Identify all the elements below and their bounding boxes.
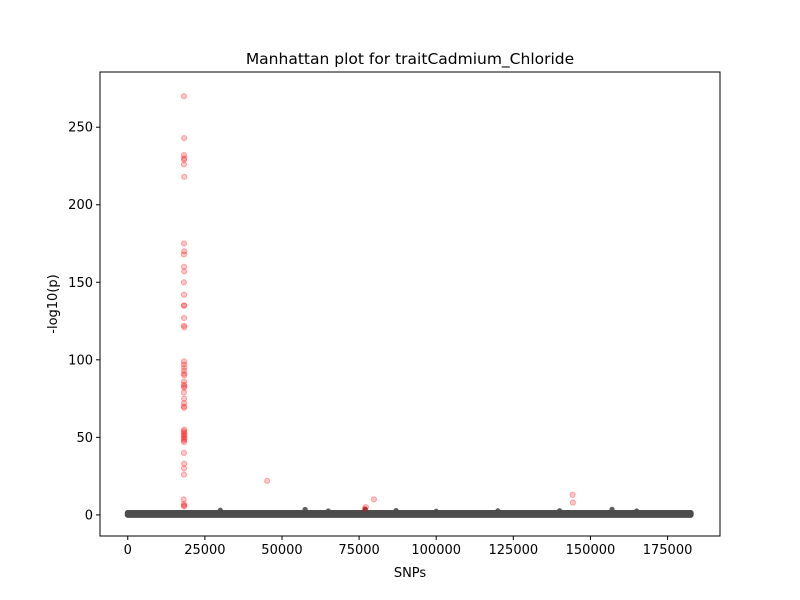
data-points	[125, 93, 694, 517]
snp-point-significant	[180, 156, 188, 163]
snp-point-significant	[264, 477, 271, 484]
snp-point-significant	[180, 438, 188, 446]
snp-point-significant	[180, 465, 188, 472]
chart-title: Manhattan plot for traitCadmium_Chloride	[246, 50, 574, 69]
snp-point-significant	[361, 505, 368, 512]
snp-point-nonsignificant	[325, 508, 331, 514]
x-tick-label: 175000	[643, 543, 693, 558]
snp-point-significant	[180, 291, 188, 298]
snp-point-significant	[181, 268, 188, 275]
snp-point-significant	[180, 500, 188, 508]
snp-point-significant	[180, 449, 188, 456]
snp-point-nonsignificant	[125, 509, 131, 516]
snp-point-significant	[180, 378, 188, 385]
x-tick-label: 25000	[184, 543, 225, 558]
snp-point-significant	[181, 383, 188, 390]
snp-point-significant	[180, 381, 188, 388]
snp-point-nonsignificant	[362, 506, 368, 513]
y-tick-label: 100	[68, 353, 93, 368]
snp-point-significant	[181, 302, 188, 309]
snp-point-significant	[180, 161, 188, 168]
plot-frame	[99, 71, 721, 537]
snp-point-nonsignificant	[609, 506, 615, 512]
x-tick-label: 125000	[489, 543, 539, 558]
snp-point-significant	[181, 435, 188, 443]
y-axis-label: -log10(p)	[46, 274, 61, 333]
snp-point-significant	[180, 370, 188, 377]
snp-point-significant	[569, 499, 576, 506]
snp-point-significant	[180, 428, 188, 435]
snp-point-significant	[180, 429, 188, 436]
snp-point-significant	[181, 460, 188, 467]
snp-point-significant	[180, 471, 188, 478]
snp-point-significant	[370, 496, 378, 503]
snp-point-significant	[180, 503, 188, 510]
x-tick-label: 50000	[261, 543, 302, 558]
y-tick-label: 50	[76, 431, 93, 446]
y-tick-label: 250	[68, 121, 93, 136]
snp-point-significant	[181, 248, 188, 255]
snp-point-significant	[181, 426, 188, 433]
snp-point-nonsignificant	[688, 509, 694, 516]
snp-point-nonsignificant	[302, 506, 308, 513]
snp-point-nonsignificant	[495, 508, 501, 514]
snp-point-significant	[181, 431, 188, 438]
snp-point-significant	[180, 437, 188, 444]
snp-point-significant	[180, 358, 188, 365]
snp-point-significant	[181, 372, 188, 379]
snp-point-significant	[362, 504, 369, 511]
snp-point-significant	[181, 364, 188, 371]
snp-point-significant	[180, 367, 188, 374]
snp-point-significant	[180, 279, 188, 286]
snp-point-significant	[180, 314, 188, 322]
x-tick-label: 0	[124, 543, 132, 558]
x-tick-label: 150000	[566, 543, 616, 558]
snp-point-significant	[180, 434, 188, 441]
snp-point-significant	[180, 152, 188, 159]
snp-point-significant	[181, 134, 188, 142]
x-axis-label: SNPs	[394, 566, 427, 581]
snp-point-significant	[181, 173, 188, 180]
y-tick-label: 0	[85, 508, 93, 523]
y-tick-label: 150	[68, 276, 93, 291]
snp-point-nonsignificant	[393, 507, 399, 514]
snp-point-significant	[180, 389, 188, 396]
snp-point-significant	[181, 395, 188, 402]
snp-point-significant	[180, 361, 188, 368]
snp-point-significant	[180, 403, 188, 410]
snp-point-significant	[181, 324, 188, 331]
x-tick-label: 75000	[338, 543, 379, 558]
snp-point-significant	[180, 432, 188, 439]
snp-point-significant	[180, 251, 188, 258]
snp-point-nonsignificant	[634, 508, 640, 514]
snp-point-nonsignificant	[557, 508, 563, 514]
snp-point-significant	[180, 263, 188, 270]
snp-point-significant	[181, 155, 188, 162]
snp-point-significant	[180, 400, 188, 407]
background-snp-band-fill	[124, 510, 694, 518]
y-tick-label: 200	[68, 198, 93, 213]
snp-point-significant	[181, 502, 188, 509]
snp-point-significant	[180, 322, 188, 329]
x-axis-ticks: 0 25000 50000 75000 100000 125000 150000 175000	[124, 536, 693, 558]
background-snp-band	[124, 510, 694, 518]
snp-point-significant	[180, 384, 188, 391]
snp-point-nonsignificant	[217, 507, 223, 513]
snp-point-significant	[180, 496, 187, 503]
snp-point-significant	[180, 93, 188, 100]
y-axis-ticks: 0 50 100 150 200 250	[68, 121, 100, 523]
snp-point-significant	[180, 240, 188, 247]
snp-point-nonsignificant	[433, 508, 439, 514]
snp-point-significant	[569, 491, 576, 498]
x-tick-label: 100000	[411, 543, 461, 558]
snp-point-significant	[180, 404, 188, 412]
snp-point-significant	[180, 302, 188, 309]
